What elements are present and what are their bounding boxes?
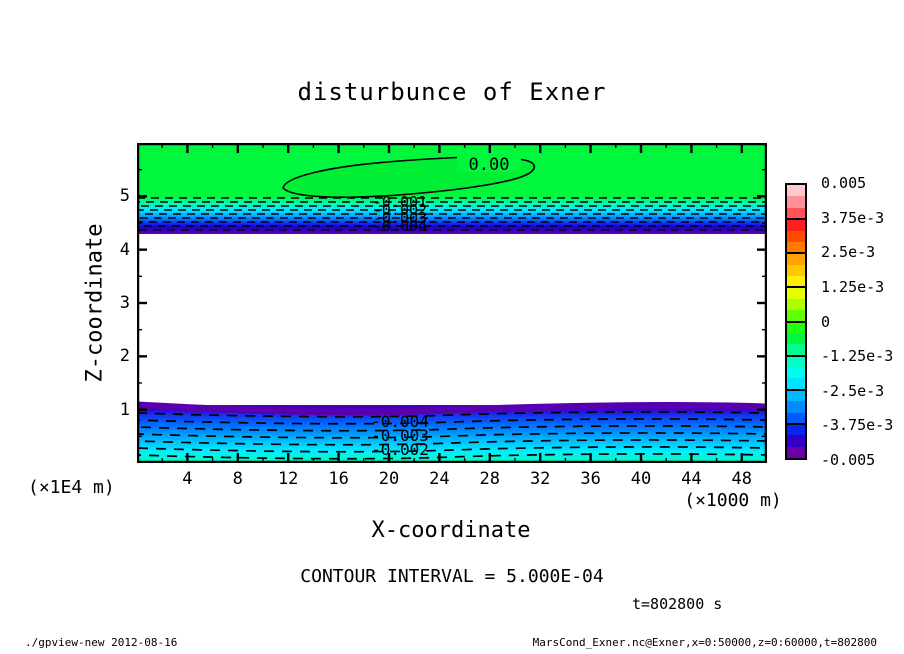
colorbar-label: 1.25e-3 bbox=[821, 277, 885, 296]
colorbar-cell bbox=[787, 298, 805, 311]
x-tick-label: 24 bbox=[429, 469, 450, 489]
x-tick-label: 32 bbox=[529, 469, 551, 489]
colorbar-cell bbox=[787, 401, 805, 413]
colorbar-cell bbox=[787, 412, 805, 424]
contour-label: -0.004 bbox=[371, 412, 429, 431]
zero-contour-label-backing bbox=[457, 156, 521, 172]
colorbar-divider bbox=[787, 218, 805, 221]
time-annotation: t=802800 s bbox=[632, 595, 723, 613]
x-axis-unit: (×1000 m) bbox=[684, 490, 782, 511]
colorbar-cell bbox=[787, 287, 805, 299]
negative-contour-line bbox=[136, 411, 768, 418]
colorbar-cell bbox=[787, 378, 805, 390]
colorbar-label: 0.005 bbox=[821, 174, 867, 192]
upper-gradient-band bbox=[137, 196, 767, 234]
negative-contour-line bbox=[136, 425, 768, 432]
colorbar-cell bbox=[787, 276, 805, 288]
footer-command-text: ./gpview-new 2012-08-16 bbox=[25, 636, 178, 649]
contour-plot: 0.00 -0.001-0.002-0.003-0.004 -0.004-0.0… bbox=[136, 142, 768, 464]
colorbar-cell bbox=[787, 355, 805, 367]
colorbar-label: -2.5e-3 bbox=[821, 381, 885, 400]
x-axis-title: X-coordinate bbox=[371, 518, 531, 543]
x-tick-label: 16 bbox=[328, 469, 349, 489]
colorbar-cell bbox=[787, 389, 805, 402]
x-tick-label: 8 bbox=[232, 469, 243, 489]
colorbar-cell bbox=[787, 310, 805, 322]
colorbar-label: -1.25e-3 bbox=[821, 347, 894, 366]
colorbar-cell bbox=[787, 367, 805, 379]
colorbar-cell bbox=[787, 196, 805, 208]
colorbar-cell bbox=[787, 321, 805, 333]
colorbar-cell bbox=[787, 435, 805, 447]
y-tick-label: 2 bbox=[119, 346, 130, 367]
contour-label: -0.003 bbox=[373, 209, 427, 227]
colorbar-cell bbox=[787, 264, 805, 276]
x-tick-label: 48 bbox=[731, 469, 753, 489]
colorbar-divider bbox=[787, 354, 805, 357]
colorbar-cell bbox=[787, 207, 805, 220]
colorbar-cell bbox=[787, 185, 805, 197]
colorbar-divider bbox=[787, 320, 805, 323]
x-tick-label: 28 bbox=[479, 469, 501, 489]
blank-out-of-range-region bbox=[137, 234, 767, 405]
page-title: disturbunce of Exner bbox=[297, 78, 607, 106]
x-tick-label: 36 bbox=[580, 469, 601, 489]
colorbar-label: 2.5e-3 bbox=[821, 243, 876, 262]
colorbar-divider bbox=[787, 252, 805, 255]
plot-area: 0.00 -0.001 -0.002 -0.003 -0.004 -0.004 -0.0… bbox=[136, 142, 768, 464]
contour-interval-note: CONTOUR INTERVAL = 5.000E-04 bbox=[300, 566, 604, 587]
contour-label: -0.002 bbox=[373, 201, 427, 219]
lower-contour-labels: -0.004-0.003-0.002 bbox=[371, 412, 429, 459]
colorbar-label: -3.75e-3 bbox=[821, 416, 894, 435]
negative-contour-line bbox=[136, 453, 768, 460]
colorbar-cell bbox=[787, 344, 805, 356]
colorbar-cell bbox=[787, 332, 805, 345]
contour-label: -0.003 bbox=[371, 426, 429, 445]
colorbar-label: 3.75e-3 bbox=[821, 208, 885, 227]
colorbar-cell bbox=[787, 253, 805, 265]
x-tick-label: 44 bbox=[681, 469, 702, 489]
lower-dashed-contours bbox=[136, 411, 768, 460]
zero-contour-label: 0.00 bbox=[469, 155, 510, 175]
colorbar-cell bbox=[787, 219, 805, 231]
negative-contour-line bbox=[136, 432, 768, 439]
contour-label: -0.001 bbox=[373, 193, 427, 211]
negative-contour-line bbox=[136, 439, 768, 446]
colorbar-divider bbox=[787, 388, 805, 391]
upper-dashed-contours bbox=[137, 197, 767, 231]
y-tick-label: 1 bbox=[119, 399, 130, 420]
footer-datasource-text: MarsCond_Exner.nc@Exner,x=0:50000,z=0:60… bbox=[532, 636, 877, 649]
negative-contour-line bbox=[136, 446, 768, 453]
contour-label: -0.004 bbox=[373, 217, 427, 235]
colorbar-divider bbox=[787, 286, 805, 289]
negative-contour-line bbox=[136, 418, 768, 425]
y-tick-label: 4 bbox=[119, 239, 130, 260]
x-tick-label: 20 bbox=[378, 469, 400, 489]
x-tick-label: 12 bbox=[277, 469, 299, 489]
contour-label: -0.002 bbox=[371, 440, 429, 459]
y-tick-label: 3 bbox=[119, 293, 130, 313]
colorbar-label: 0 bbox=[821, 312, 831, 331]
colorbar-label: -0.005 bbox=[821, 451, 876, 469]
colorbar-cell bbox=[787, 446, 805, 458]
x-tick-label: 4 bbox=[182, 469, 193, 489]
y-axis-unit: (×1E4 m) bbox=[28, 477, 115, 498]
colorbar-cell bbox=[787, 423, 805, 436]
plot-border bbox=[136, 142, 768, 464]
colorbar bbox=[785, 183, 807, 460]
colorbar-cell bbox=[787, 230, 805, 242]
y-tick-label: 5 bbox=[119, 186, 130, 207]
colorbar-cell bbox=[787, 241, 805, 254]
x-tick-label: 40 bbox=[630, 469, 652, 489]
minus-0.005-contour-band bbox=[136, 401, 768, 416]
upper-contour-labels: -0.001-0.002-0.003-0.004 bbox=[373, 193, 427, 235]
colorbar-divider bbox=[787, 422, 805, 425]
